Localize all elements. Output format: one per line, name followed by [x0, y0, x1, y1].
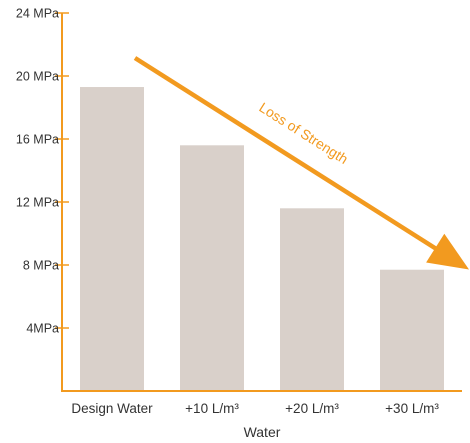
bars-group: [80, 87, 444, 392]
bar: [180, 145, 244, 391]
x-category-label: +20 L/m³: [285, 401, 339, 416]
x-axis-title: Water: [244, 424, 281, 440]
arrow-shaft: [133, 56, 440, 252]
y-tick-label: 8 MPa: [23, 259, 59, 273]
y-ticks-group: 4MPa 8 MPa 12 MPa 16 MPa 20 MPa 24 MPa: [16, 7, 69, 336]
x-category-label: +30 L/m³: [385, 401, 439, 416]
y-tick-label: 4MPa: [26, 322, 59, 336]
x-category-label: Design Water: [71, 401, 153, 416]
x-category-label: +10 L/m³: [185, 401, 239, 416]
x-labels-group: Design Water +10 L/m³ +20 L/m³ +30 L/m³: [71, 401, 439, 416]
y-tick-label: 16 MPa: [16, 133, 59, 147]
loss-of-strength-label: Loss of Strength: [256, 99, 351, 167]
bar: [380, 269, 444, 391]
bar: [80, 87, 144, 392]
arrow-head: [426, 233, 469, 270]
y-tick-label: 20 MPa: [16, 70, 59, 84]
y-tick-label: 12 MPa: [16, 196, 59, 210]
y-tick-label: 24 MPa: [16, 7, 59, 21]
bar: [280, 208, 344, 391]
